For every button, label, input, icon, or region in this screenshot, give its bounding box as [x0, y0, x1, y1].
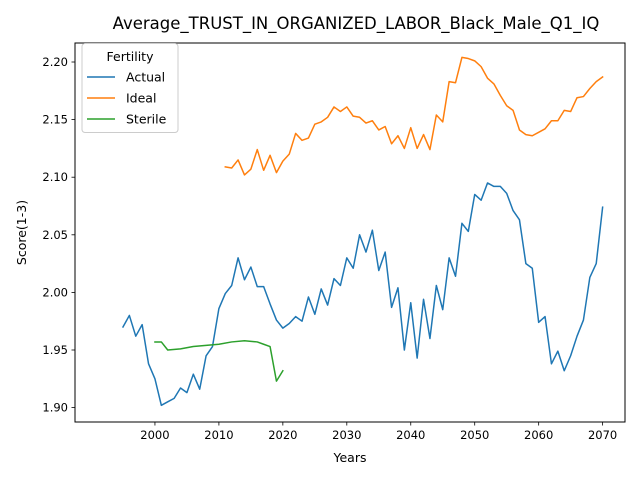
- legend-box: [81, 43, 179, 133]
- series-layer: [121, 56, 604, 407]
- series-line-actual: [121, 182, 604, 407]
- y-tick-label: 2.10: [42, 170, 68, 184]
- legend-label-ideal: Ideal: [126, 91, 156, 106]
- legend-label-sterile: Sterile: [126, 112, 167, 127]
- y-tick-label: 2.00: [42, 285, 68, 299]
- y-tick-label: 1.90: [42, 401, 68, 415]
- legend-label-actual: Actual: [126, 70, 165, 85]
- x-tick-label: 2060: [524, 428, 553, 442]
- y-axis: 1.90 1.95 2.00 2.05 2.10 2.15 2.20: [42, 55, 75, 415]
- x-axis-label: Years: [333, 450, 367, 465]
- x-tick-label: 2010: [204, 428, 233, 442]
- series-line-ideal: [224, 56, 604, 176]
- y-tick-label: 2.15: [42, 113, 68, 127]
- x-axis: 2000 2010 2020 2030 2040 2050 2060 2070: [140, 422, 617, 442]
- chart-title: Average_TRUST_IN_ORGANIZED_LABOR_Black_M…: [113, 14, 600, 34]
- y-tick-label: 2.05: [42, 228, 68, 242]
- y-tick-label: 2.20: [42, 55, 68, 69]
- x-tick-label: 2020: [268, 428, 297, 442]
- plot-area-frame: [74, 42, 626, 423]
- x-tick-label: 2000: [140, 428, 169, 442]
- legend: Fertility Actual Ideal Sterile: [81, 43, 179, 133]
- x-tick-label: 2030: [332, 428, 361, 442]
- series-line-sterile: [154, 340, 284, 382]
- x-tick-label: 2040: [396, 428, 425, 442]
- y-axis-label: Score(1-3): [14, 200, 29, 265]
- x-tick-label: 2070: [588, 428, 617, 442]
- legend-title: Fertility: [107, 49, 155, 64]
- y-tick-label: 1.95: [42, 343, 68, 357]
- x-tick-label: 2050: [460, 428, 489, 442]
